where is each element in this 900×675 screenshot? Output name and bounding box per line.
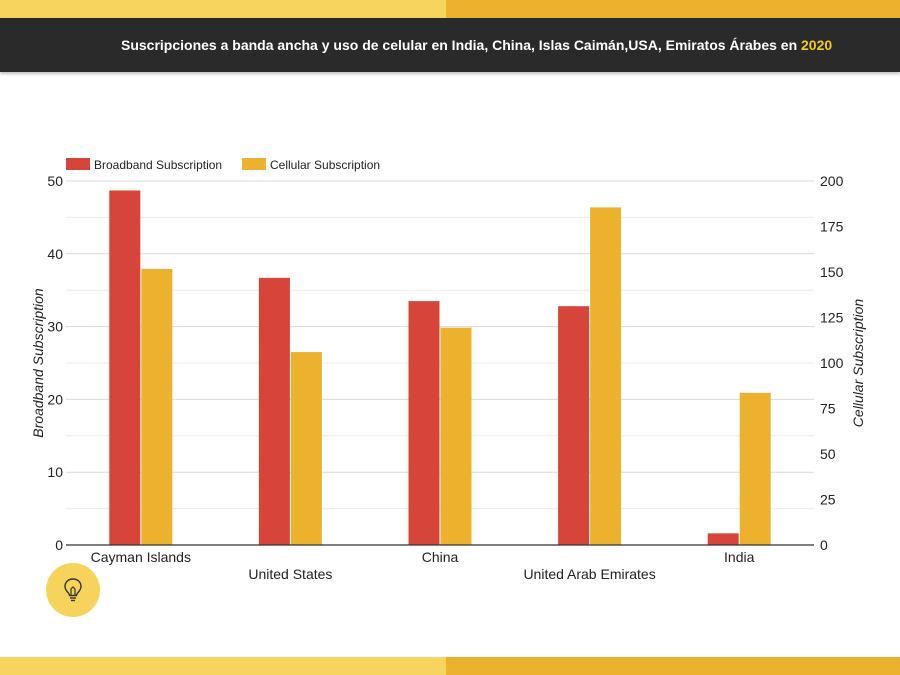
bar-broadband bbox=[258, 277, 290, 545]
bar-cellular bbox=[440, 327, 472, 545]
bar-broadband bbox=[558, 306, 590, 545]
y-right-tick-label: 100 bbox=[820, 355, 844, 371]
y-right-tick-label: 175 bbox=[820, 219, 844, 235]
y-left-tick-label: 10 bbox=[47, 464, 63, 480]
y-right-tick-label: 75 bbox=[820, 401, 836, 417]
lightbulb-badge bbox=[46, 563, 100, 617]
bar-cellular bbox=[290, 352, 322, 545]
bottom-stripe-light bbox=[0, 657, 446, 675]
y-left-tick-label: 50 bbox=[47, 173, 63, 189]
header-bar: Suscripciones a banda ancha y uso de cel… bbox=[0, 18, 900, 72]
page-title-text: Suscripciones a banda ancha y uso de cel… bbox=[121, 37, 802, 53]
y-right-tick-label: 50 bbox=[820, 446, 836, 462]
legend-label: Broadband Subscription bbox=[94, 158, 222, 172]
bar-cellular bbox=[590, 207, 622, 545]
y-right-tick-label: 25 bbox=[820, 492, 836, 508]
y-right-tick-label: 0 bbox=[820, 537, 828, 553]
legend-label: Cellular Subscription bbox=[270, 158, 380, 172]
lightbulb-icon bbox=[64, 578, 82, 602]
legend-swatch-cellular bbox=[242, 158, 266, 170]
y-left-tick-label: 0 bbox=[55, 537, 63, 553]
y-left-axis-title: Broadband Subscription bbox=[30, 288, 46, 438]
x-tick-label: India bbox=[724, 549, 755, 565]
y-left-tick-label: 40 bbox=[47, 246, 63, 262]
x-tick-label: China bbox=[422, 549, 459, 565]
bar-broadband bbox=[408, 301, 440, 545]
legend-swatch-broadband bbox=[66, 158, 90, 170]
page-title: Suscripciones a banda ancha y uso de cel… bbox=[0, 18, 900, 72]
bar-broadband bbox=[707, 533, 739, 545]
bar-cellular bbox=[739, 392, 771, 545]
y-left-tick-label: 20 bbox=[47, 391, 63, 407]
y-right-tick-label: 125 bbox=[820, 310, 844, 326]
y-right-axis-title: Cellular Subscription bbox=[850, 299, 866, 428]
x-tick-label: Cayman Islands bbox=[91, 549, 191, 565]
y-right-tick-label: 150 bbox=[820, 264, 844, 280]
bottom-stripe-dark bbox=[446, 657, 900, 675]
top-stripe-light bbox=[0, 0, 446, 18]
top-stripe-dark bbox=[446, 0, 900, 18]
x-tick-label: United States bbox=[248, 566, 332, 582]
bottom-stripe bbox=[0, 657, 900, 675]
x-tick-label: United Arab Emirates bbox=[523, 566, 655, 582]
y-left-tick-label: 30 bbox=[47, 319, 63, 335]
bar-broadband bbox=[109, 190, 141, 546]
top-stripe bbox=[0, 0, 900, 18]
bar-chart: 0 10 20 30 40 50 0 25 50 75 100 125 150 175 200 Broadba… bbox=[30, 158, 866, 582]
page-title-year: 2020 bbox=[801, 37, 833, 53]
y-right-tick-label: 200 bbox=[820, 173, 844, 189]
bar-cellular bbox=[141, 268, 173, 545]
